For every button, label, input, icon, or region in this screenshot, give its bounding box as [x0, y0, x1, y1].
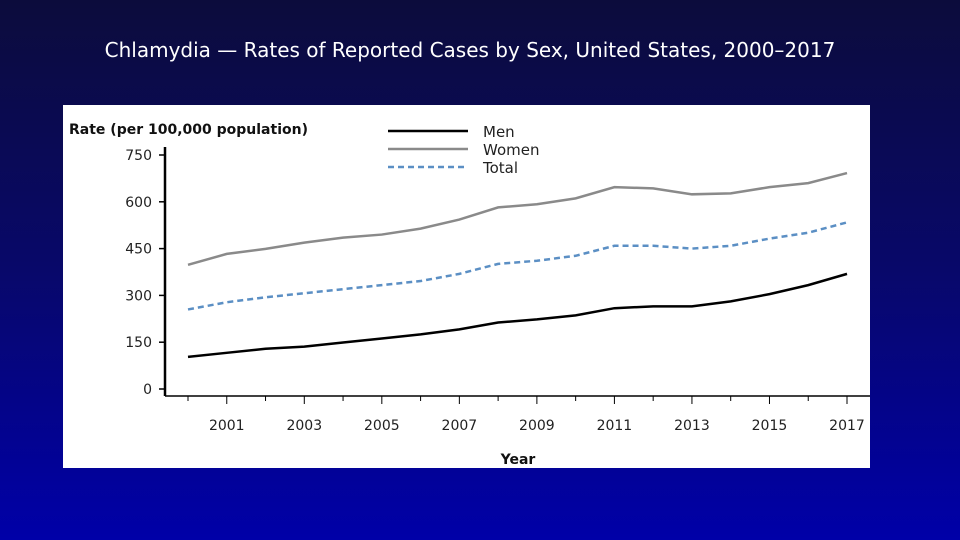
x-axis-label: Year [500, 452, 536, 468]
x-tick-label: 2013 [674, 418, 710, 434]
legend-label-men: Men [483, 123, 515, 141]
line-chart: Rate (per 100,000 population) Year 0 150 3… [69, 122, 870, 468]
x-tick-label: 2011 [597, 418, 633, 434]
y-tick-label: 150 [125, 335, 152, 351]
chart-panel: Rate (per 100,000 population) Year 0 150 3… [63, 105, 870, 468]
legend-label-women: Women [483, 141, 539, 159]
x-tick-label: 2015 [752, 418, 788, 434]
y-axis-label: Rate (per 100,000 population) [69, 122, 308, 138]
x-tick-label: 2007 [442, 418, 478, 434]
series-line-men [187, 272, 848, 359]
y-tick-label: 750 [125, 148, 152, 164]
y-tick-label: 600 [125, 195, 152, 211]
x-tick-label: 2009 [519, 418, 555, 434]
legend-label-total: Total [482, 159, 518, 177]
series-line-total [187, 221, 848, 311]
x-tick-label: 2001 [209, 418, 245, 434]
slide-title: Chlamydia — Rates of Reported Cases by S… [104, 38, 836, 62]
x-tick-label: 2017 [829, 418, 865, 434]
y-tick-label: 0 [143, 382, 152, 398]
x-tick-label: 2003 [286, 418, 322, 434]
x-tick-label: 2005 [364, 418, 400, 434]
y-tick-label: 300 [125, 288, 152, 304]
series-line-women [187, 171, 848, 267]
y-tick-label: 450 [125, 242, 152, 258]
